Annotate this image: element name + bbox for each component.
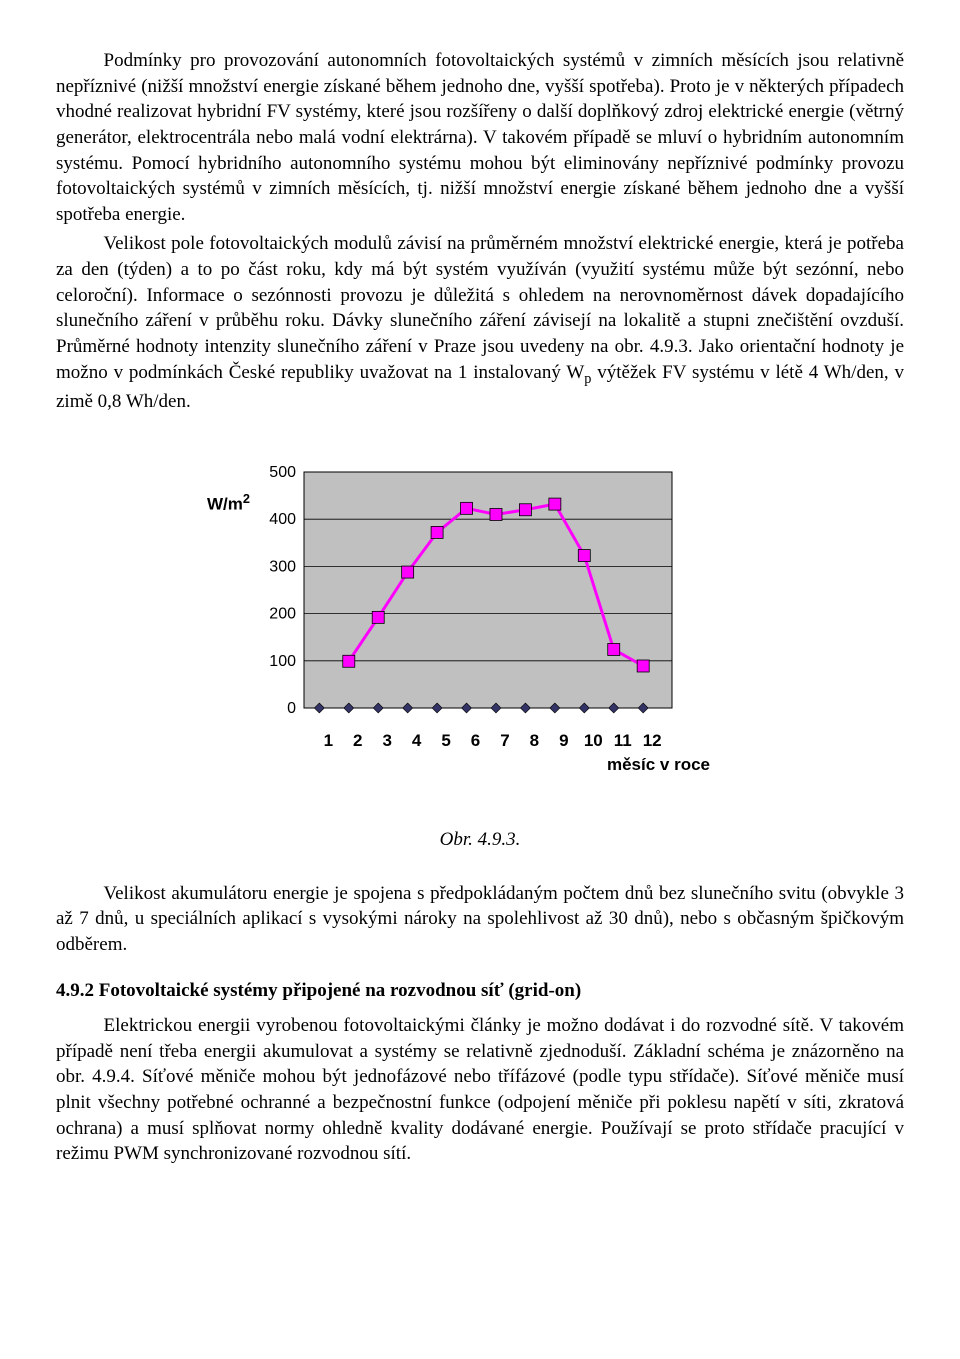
xaxis-tick: 10 xyxy=(580,730,606,753)
solar-intensity-chart: W/m2 0100200300400500 123456789101112 mě… xyxy=(200,462,760,777)
paragraph-3: Velikost akumulátoru energie je spojena … xyxy=(56,881,904,958)
paragraph-4: Elektrickou energii vyrobenou fotovoltai… xyxy=(56,1013,904,1167)
paragraph-2: Velikost pole fotovoltaických modulů záv… xyxy=(56,231,904,414)
xaxis-tick: 4 xyxy=(404,730,430,753)
xaxis-tick: 7 xyxy=(492,730,518,753)
xaxis-tick: 5 xyxy=(433,730,459,753)
svg-text:400: 400 xyxy=(269,512,296,529)
svg-text:200: 200 xyxy=(269,606,296,623)
chart-caption: Obr. 4.9.3. xyxy=(56,827,904,853)
xaxis-tick: 6 xyxy=(463,730,489,753)
svg-text:100: 100 xyxy=(269,653,296,670)
xaxis-tick: 3 xyxy=(374,730,400,753)
section-heading-492: 4.9.2 Fotovoltaické systémy připojené na… xyxy=(56,978,904,1004)
xaxis-tick: 1 xyxy=(315,730,341,753)
chart-plot-area: 0 100 200 300 400 500 xyxy=(254,462,760,730)
svg-text:0: 0 xyxy=(287,700,296,717)
paragraph-1: Podmínky pro provozování autonomních fot… xyxy=(56,48,904,227)
xaxis-tick: 12 xyxy=(639,730,665,753)
chart-xaxis-ticks: 123456789101112 xyxy=(260,730,710,752)
chart-xlabel: měsíc v roce xyxy=(260,754,740,777)
chart-ylabel: W/m2 xyxy=(200,462,254,730)
paragraph-2a: Velikost pole fotovoltaických modulů záv… xyxy=(56,233,904,382)
svg-text:300: 300 xyxy=(269,559,296,576)
xaxis-tick: 2 xyxy=(345,730,371,753)
ylabel-text: W/m xyxy=(207,495,243,514)
xaxis-tick: 8 xyxy=(521,730,547,753)
xaxis-tick: 9 xyxy=(551,730,577,753)
svg-text:500: 500 xyxy=(269,464,296,481)
xaxis-tick: 11 xyxy=(610,730,636,753)
ylabel-sup: 2 xyxy=(243,491,250,506)
